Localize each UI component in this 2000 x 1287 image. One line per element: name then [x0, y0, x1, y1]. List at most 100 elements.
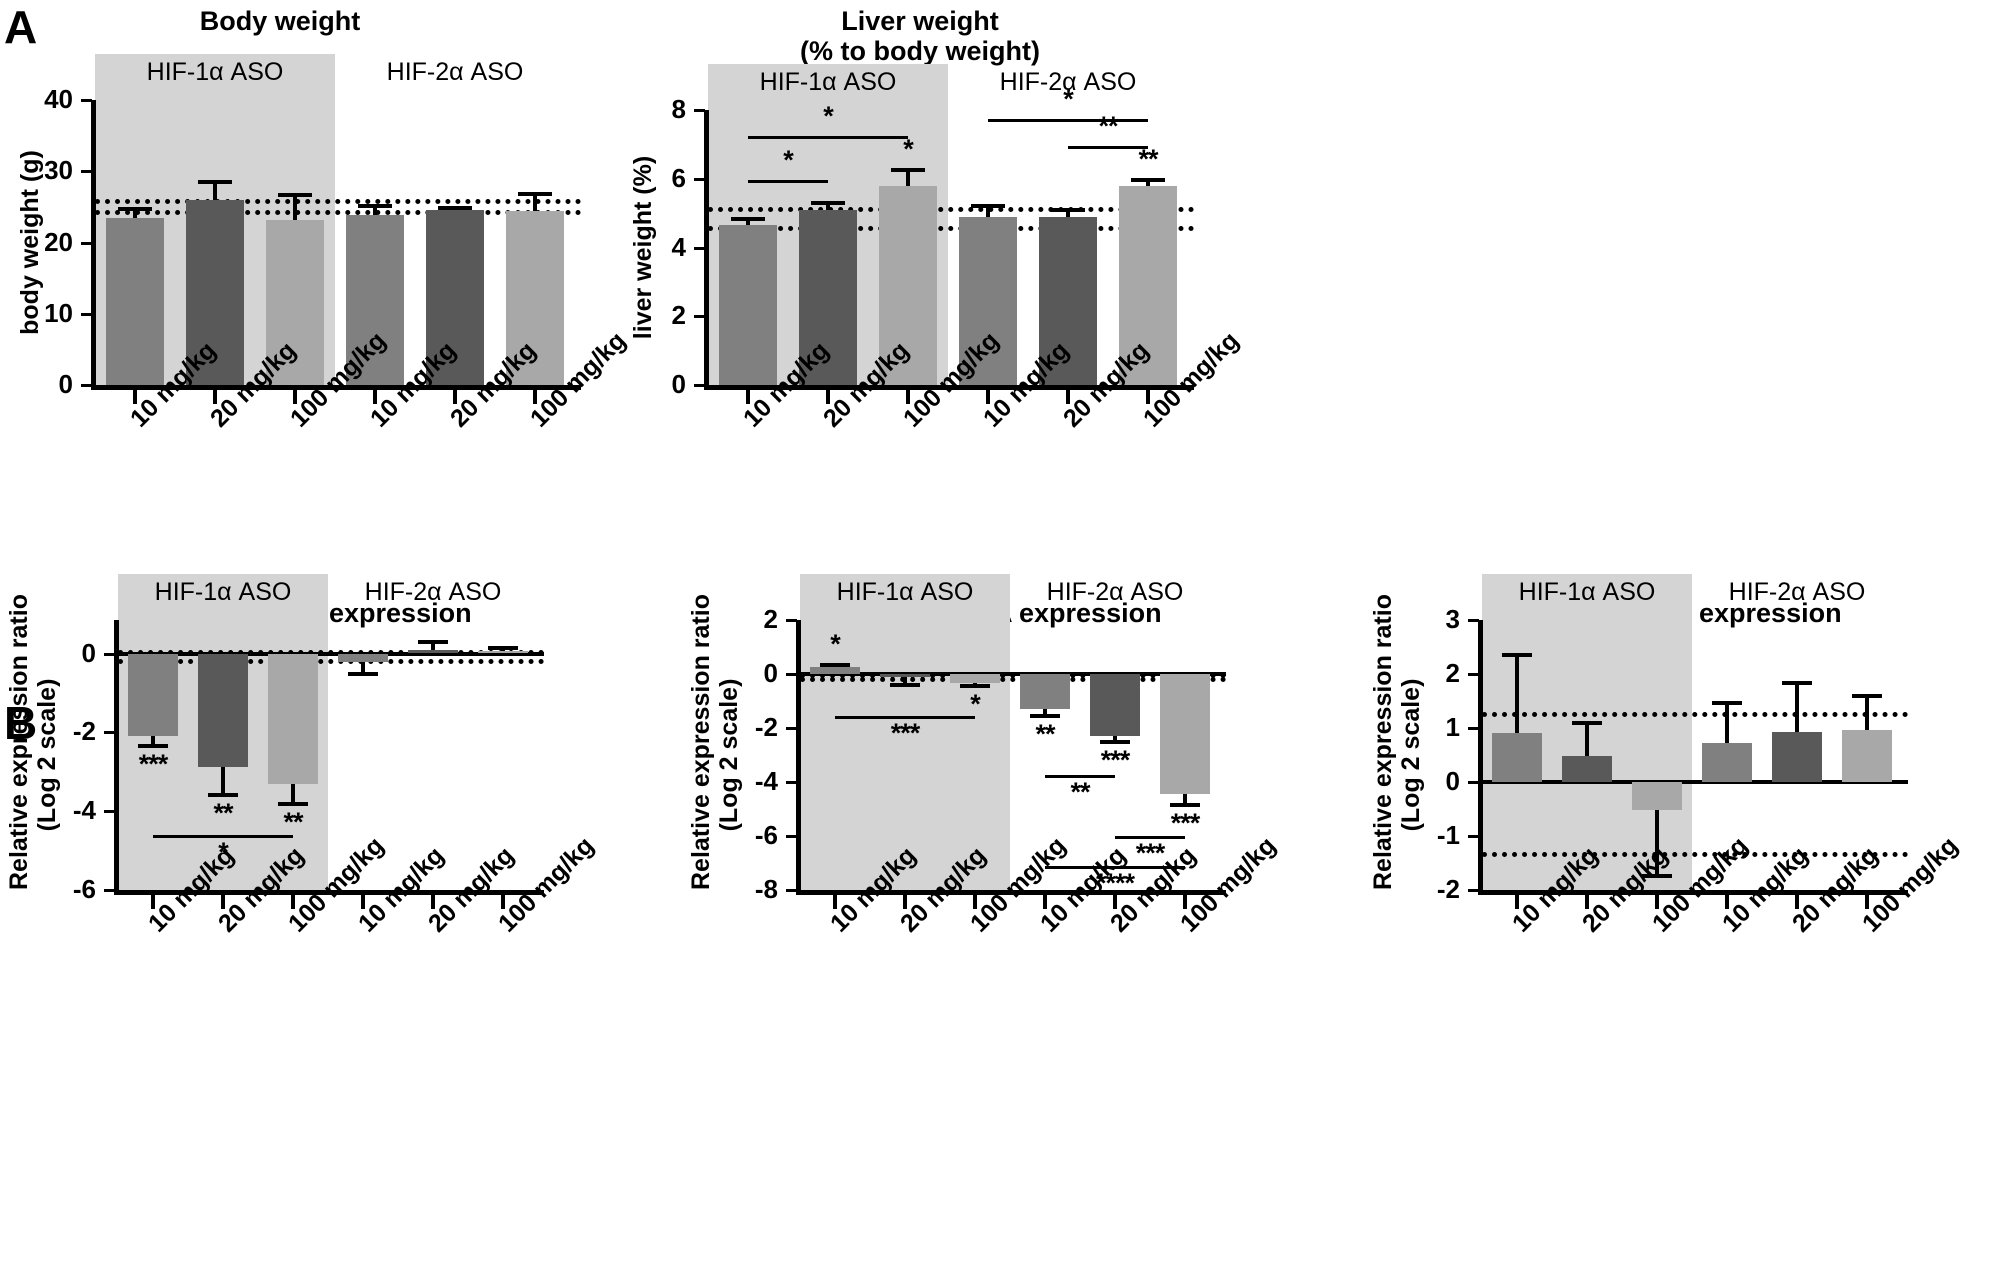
y-axis-hif3a-mrna — [1478, 620, 1483, 890]
error-cap-hif1a-mrna-3 — [347, 672, 379, 676]
y-axis-label-line: Relative expression ratio — [687, 594, 715, 890]
y-tick-label-hif3a-mrna-2: 0 — [1445, 766, 1460, 796]
group-label-hif1a-mrna-1: HIF-2α ASO — [364, 578, 502, 606]
significance-mark-hif2a-mrna-3: *** — [1100, 745, 1131, 776]
bar-hif3a-mrna-3 — [1701, 743, 1753, 782]
error-bar-body-weight-3 — [373, 206, 377, 215]
significance-bar-hif2a-mrna-1 — [1045, 775, 1115, 779]
error-bar-liver-weight-0 — [746, 219, 750, 226]
y-tick-label-hif1a-mrna-0: -6 — [72, 874, 96, 904]
y-tick-hif1a-mrna-3 — [104, 652, 115, 656]
error-cap-hif1a-mrna-5 — [487, 646, 519, 651]
error-cap-body-weight-1 — [197, 179, 233, 184]
x-tick-hif3a-mrna-5 — [1865, 895, 1869, 909]
y-tick-label-body-weight-4: 40 — [44, 84, 73, 114]
error-cap-liver-weight-5 — [1130, 177, 1166, 182]
y-tick-label-body-weight-1: 10 — [44, 297, 73, 328]
reference-line-body-weight-1 — [95, 210, 581, 216]
zero-line-hif1a-mrna — [114, 651, 544, 656]
significance-mark-liver-weight-0: * — [903, 134, 914, 165]
y-tick-body-weight-2 — [81, 241, 92, 245]
x-tick-liver-weight-1 — [826, 390, 830, 404]
y-tick-hif3a-mrna-1 — [1468, 835, 1479, 838]
bar-hif2a-mrna-5 — [1159, 674, 1211, 795]
y-axis-body-weight — [91, 100, 96, 385]
error-bar-hif2a-mrna-4 — [1113, 735, 1117, 743]
reference-line-hif3a-mrna-1 — [1482, 852, 1908, 858]
x-tick-hif2a-mrna-5 — [1183, 895, 1187, 909]
bar-hif2a-mrna-1 — [879, 674, 931, 677]
x-tick-liver-weight-5 — [1146, 390, 1150, 404]
error-cap-hif2a-mrna-3 — [1029, 713, 1061, 718]
y-tick-label-body-weight-3: 30 — [44, 155, 73, 186]
chart-title-line: Liver weight — [841, 6, 999, 36]
error-bar-hif1a-mrna-0 — [151, 736, 155, 747]
error-bar-hif1a-mrna-2 — [291, 783, 295, 805]
y-axis-label-hif1a-mrna: Relative expression ratio (Log 2 scale) — [5, 594, 61, 890]
significance-mark-hif1a-mrna-1: ** — [213, 798, 233, 829]
bar-hif3a-mrna-4 — [1771, 732, 1823, 782]
x-tick-hif1a-mrna-2 — [291, 895, 295, 909]
error-cap-liver-weight-2 — [890, 168, 926, 173]
error-cap-hif1a-mrna-1 — [207, 793, 239, 798]
significance-bar-label-liver-weight-2: * — [1063, 83, 1074, 114]
error-bar-liver-weight-5 — [1146, 179, 1150, 186]
bar-liver-weight-2 — [879, 185, 937, 385]
panel-b-letter: B — [4, 697, 38, 749]
x-tick-body-weight-3 — [373, 390, 377, 404]
significance-mark-liver-weight-1: ** — [1138, 143, 1158, 174]
x-tick-body-weight-2 — [293, 390, 297, 404]
y-tick-liver-weight-4 — [694, 109, 705, 112]
zero-line-hif2a-mrna — [796, 672, 1226, 676]
bar-hif2a-mrna-0 — [809, 666, 861, 674]
y-tick-label-hif3a-mrna-1: -1 — [1436, 820, 1460, 850]
y-axis-label-line: Relative expression ratio — [5, 594, 33, 890]
significance-mark-hif2a-mrna-4: *** — [1170, 807, 1201, 838]
error-bar-hif2a-mrna-5 — [1183, 794, 1187, 805]
significance-bar-hif2a-mrna-2 — [1115, 836, 1185, 839]
significance-bar-label-hif1a-mrna-0: * — [218, 836, 229, 867]
group-label-hif3a-mrna-0: HIF-1α ASO — [1518, 578, 1656, 606]
x-tick-hif3a-mrna-4 — [1795, 895, 1799, 909]
bar-body-weight-0 — [106, 218, 164, 385]
y-axis-label-line: (Log 2 scale) — [32, 678, 61, 832]
error-cap-hif1a-mrna-4 — [417, 639, 449, 644]
x-tick-hif1a-mrna-3 — [361, 895, 365, 909]
group-label-hif1a-mrna-0: HIF-1α ASO — [154, 578, 292, 606]
y-axis-label-line: liver weight (%) — [629, 155, 657, 340]
y-tick-label-hif2a-mrna-0: -8 — [754, 874, 778, 904]
significance-bar-label-hif2a-mrna-2: *** — [1135, 838, 1166, 868]
y-axis-label-liver-weight: liver weight (%) — [629, 110, 658, 385]
significance-bar-label-liver-weight-1: * — [823, 100, 834, 131]
y-tick-label-hif1a-mrna-1: -4 — [72, 795, 96, 826]
y-tick-label-hif2a-mrna-3: -2 — [754, 712, 778, 742]
error-cap-hif3a-mrna-4 — [1781, 680, 1813, 685]
error-cap-liver-weight-1 — [810, 200, 846, 205]
group-label-body-weight-0: HIF-1α ASO — [146, 58, 284, 86]
error-cap-hif2a-mrna-0 — [819, 662, 851, 667]
error-cap-hif3a-mrna-3 — [1711, 700, 1743, 705]
y-tick-label-hif1a-mrna-3: 0 — [81, 637, 96, 668]
error-bar-hif1a-mrna-1 — [221, 767, 225, 796]
error-cap-hif2a-mrna-1 — [889, 682, 921, 687]
error-bar-hif3a-mrna-4 — [1795, 682, 1799, 733]
group-label-body-weight-1: HIF-2α ASO — [386, 58, 524, 86]
error-cap-hif3a-mrna-1 — [1571, 720, 1603, 725]
x-tick-body-weight-4 — [453, 390, 457, 404]
x-tick-liver-weight-2 — [906, 390, 910, 404]
error-cap-liver-weight-3 — [970, 204, 1006, 209]
x-tick-hif2a-mrna-2 — [973, 895, 977, 909]
x-tick-liver-weight-4 — [1066, 390, 1070, 404]
y-tick-liver-weight-0 — [694, 384, 705, 387]
y-tick-hif2a-mrna-2 — [786, 781, 797, 784]
y-tick-label-liver-weight-4: 8 — [671, 94, 686, 124]
x-tick-hif2a-mrna-4 — [1113, 895, 1117, 909]
y-axis-label-line: (Log 2 scale) — [1396, 678, 1425, 832]
significance-bar-label-hif2a-mrna-0: *** — [890, 717, 921, 748]
error-bar-hif2a-mrna-3 — [1043, 709, 1047, 716]
y-tick-label-body-weight-2: 20 — [44, 226, 73, 257]
y-axis-liver-weight — [704, 110, 709, 385]
bar-body-weight-5 — [506, 211, 564, 385]
error-cap-hif2a-mrna-4 — [1099, 740, 1131, 745]
error-cap-hif1a-mrna-0 — [137, 744, 169, 749]
